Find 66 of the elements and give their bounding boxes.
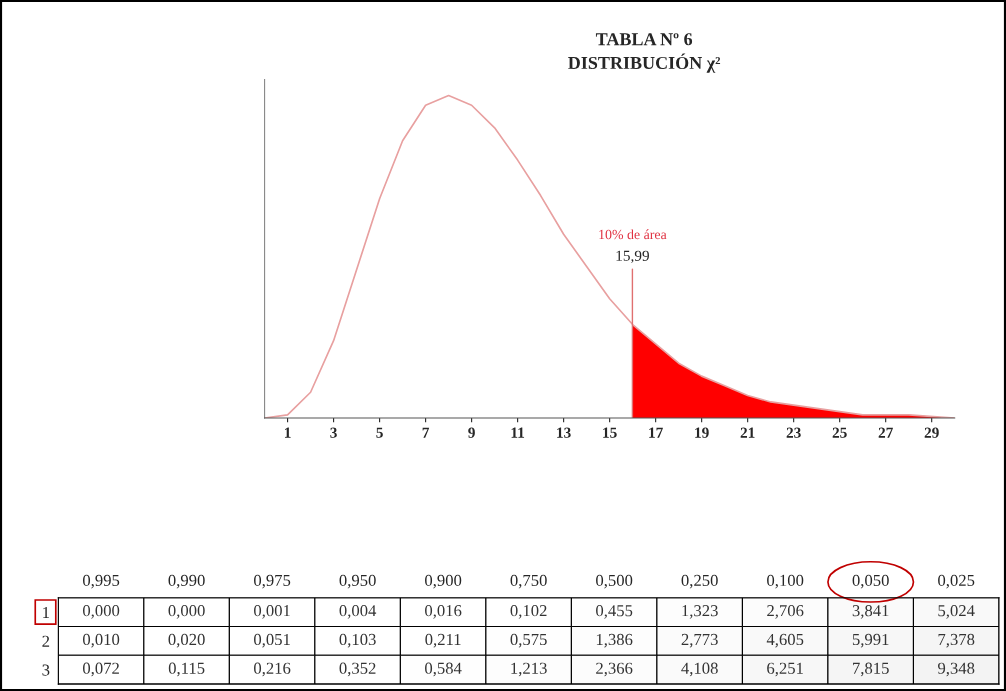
x-tick-label: 0,750 <box>510 574 547 589</box>
x-tick-label: 7 <box>422 427 430 438</box>
x-tick-label: 0,900 <box>425 574 462 589</box>
data-label: 0,103 <box>339 633 376 648</box>
data-label: 0,000 <box>82 605 120 619</box>
data-label: 7,378 <box>938 633 975 648</box>
y-tick-label: 1 <box>43 606 50 618</box>
x-tick-label: 13 <box>557 427 571 438</box>
x-tick-label: 0,995 <box>82 574 120 589</box>
y-tick-label: 2 <box>42 635 50 647</box>
data-label: 0,000 <box>168 605 205 619</box>
x-tick-label: 1 <box>284 427 291 438</box>
x-tick-label: 3 <box>330 427 337 438</box>
data-label: 4,108 <box>681 662 718 677</box>
data-label: 0,211 <box>425 633 461 648</box>
ref-line-label: 15,99 <box>616 250 649 264</box>
data-label: 0,102 <box>510 605 547 619</box>
data-label: 4,605 <box>766 633 804 648</box>
x-tick-label: 0,050 <box>852 574 889 589</box>
data-label: 0,584 <box>425 662 462 677</box>
data-label: 5,991 <box>852 633 889 648</box>
data-label: 1,323 <box>682 605 718 619</box>
data-label: 0,001 <box>254 605 290 619</box>
x-tick-label: 0,500 <box>596 574 633 589</box>
x-tick-label: 0,025 <box>938 574 975 589</box>
data-label: 0,016 <box>425 605 462 619</box>
data-label: 0,352 <box>339 662 376 677</box>
data-label: 3,841 <box>852 605 889 619</box>
x-tick-label: 15 <box>603 427 617 438</box>
data-label: 2,773 <box>681 633 718 648</box>
x-tick-label: 27 <box>878 427 893 438</box>
data-label: 0,072 <box>82 662 119 677</box>
data-label: 0,455 <box>596 605 633 619</box>
x-tick-label: 17 <box>649 427 663 438</box>
x-tick-label: 11 <box>511 427 525 438</box>
data-label: 0,020 <box>168 633 205 648</box>
data-label: 0,051 <box>254 633 290 648</box>
x-tick-label: 9 <box>468 427 475 438</box>
chart-title: TABLA Nº 6 <box>595 33 693 46</box>
data-label: 0,004 <box>339 605 377 619</box>
data-label: 6,251 <box>767 662 803 677</box>
data-label: 9,348 <box>937 662 975 677</box>
data-label: 1,386 <box>596 633 633 648</box>
data-label: 7,815 <box>853 662 889 677</box>
y-tick-label: 3 <box>42 664 50 676</box>
x-tick-label: 0,100 <box>767 574 804 589</box>
x-tick-label: 0,975 <box>254 574 291 589</box>
data-label: 2,366 <box>596 662 633 677</box>
annotation: 10% de área <box>599 229 667 240</box>
x-tick-label: 29 <box>924 427 939 438</box>
x-tick-label: 0,950 <box>339 574 376 589</box>
chart-subtitle: DISTRIBUCIÓN χ² <box>568 53 721 73</box>
x-tick-label: 0,250 <box>681 574 718 589</box>
x-tick-label: 21 <box>740 427 755 438</box>
data-label: 0,115 <box>168 662 205 677</box>
x-tick-label: 25 <box>832 427 847 438</box>
data-label: 0,010 <box>82 633 120 648</box>
x-tick-label: 23 <box>786 427 801 438</box>
data-label: 0,575 <box>510 633 547 648</box>
data-label: 1,213 <box>511 662 547 677</box>
x-tick-label: 19 <box>695 427 709 438</box>
data-label: 5,024 <box>938 605 975 619</box>
x-tick-label: 0,990 <box>168 574 205 589</box>
data-label: 0,216 <box>254 662 291 677</box>
x-tick-label: 5 <box>376 427 383 438</box>
data-label: 2,706 <box>767 605 804 619</box>
